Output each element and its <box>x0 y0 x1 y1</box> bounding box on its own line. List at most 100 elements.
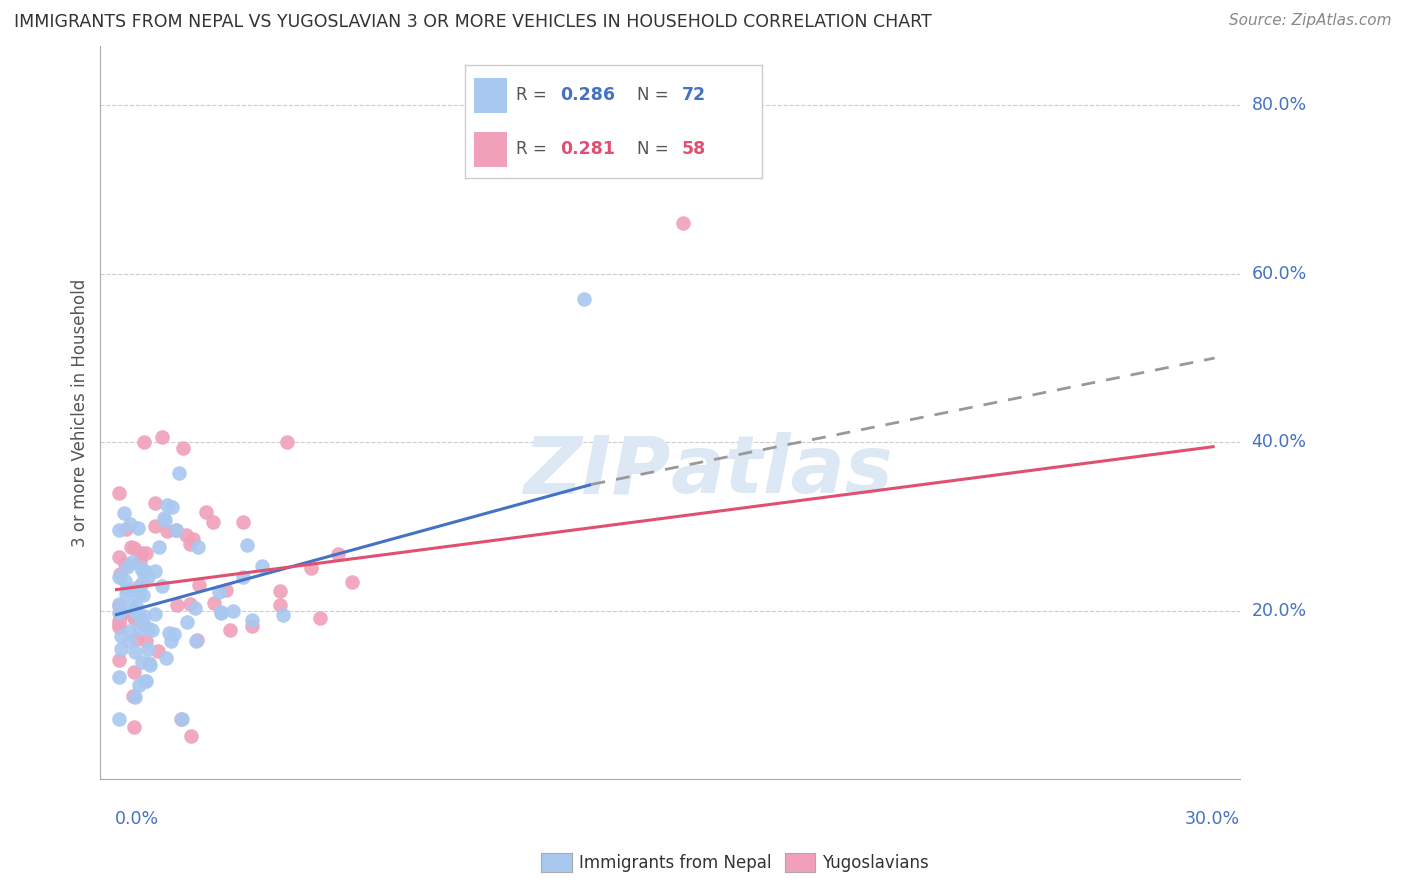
Point <box>107 485 129 500</box>
Point <box>240 619 263 633</box>
Point <box>326 547 349 561</box>
Point <box>179 537 201 551</box>
Point <box>121 555 143 569</box>
Point <box>301 561 323 575</box>
Point <box>180 730 202 744</box>
Point <box>184 633 207 648</box>
Point <box>114 557 136 571</box>
Point <box>108 567 131 582</box>
Text: 40.0%: 40.0% <box>1251 434 1306 451</box>
Point <box>136 641 159 656</box>
Point <box>122 665 145 680</box>
Point <box>124 690 146 705</box>
Point <box>572 292 595 306</box>
Point <box>232 515 254 529</box>
Point <box>201 515 224 529</box>
Point <box>271 608 294 623</box>
Point <box>108 616 131 631</box>
Point <box>124 607 146 622</box>
Point <box>152 511 174 525</box>
Point <box>129 546 152 560</box>
Point <box>218 623 240 637</box>
Point <box>148 540 170 554</box>
Point <box>120 598 142 612</box>
Point <box>107 597 129 611</box>
Point <box>135 674 157 689</box>
Point <box>138 656 160 670</box>
Point <box>184 600 207 615</box>
Point <box>122 689 145 703</box>
Point <box>112 506 135 520</box>
Point <box>165 524 187 538</box>
Point <box>135 546 157 560</box>
Point <box>166 598 188 612</box>
Point <box>156 524 179 539</box>
Point <box>107 652 129 666</box>
Point <box>276 435 298 450</box>
Point <box>107 620 129 634</box>
Point <box>108 609 131 624</box>
Point <box>156 498 179 512</box>
Point <box>135 633 157 648</box>
Point <box>132 617 155 632</box>
Point <box>155 651 177 665</box>
Point <box>107 523 129 537</box>
Point <box>131 575 153 590</box>
Point <box>128 678 150 692</box>
Point <box>110 642 132 657</box>
Point <box>107 614 129 628</box>
Point <box>120 540 142 554</box>
Point <box>165 523 187 537</box>
Point <box>342 574 364 589</box>
Point <box>139 657 162 672</box>
Text: Source: ZipAtlas.com: Source: ZipAtlas.com <box>1229 13 1392 29</box>
Point <box>124 645 146 659</box>
Point <box>128 587 150 601</box>
Point <box>132 608 155 623</box>
Point <box>150 579 173 593</box>
Y-axis label: 3 or more Vehicles in Household: 3 or more Vehicles in Household <box>72 278 89 547</box>
Point <box>136 621 159 635</box>
Point <box>252 559 274 574</box>
Point <box>209 607 232 621</box>
Point <box>269 583 291 598</box>
Point <box>122 541 145 555</box>
Point <box>122 583 145 598</box>
Point <box>125 632 148 646</box>
Point <box>170 712 193 726</box>
Point <box>115 582 138 596</box>
Point <box>150 429 173 443</box>
Point <box>240 613 263 627</box>
Point <box>194 505 217 519</box>
Point <box>115 560 138 574</box>
Point <box>131 656 153 670</box>
Point <box>145 564 167 578</box>
Point <box>111 606 134 620</box>
Point <box>160 634 183 648</box>
Point <box>214 583 236 598</box>
Text: 20.0%: 20.0% <box>1251 602 1306 620</box>
Point <box>132 565 155 579</box>
Point <box>118 624 141 638</box>
Point <box>134 434 156 449</box>
Point <box>208 584 231 599</box>
Point <box>107 570 129 584</box>
Point <box>122 720 145 734</box>
Point <box>153 513 176 527</box>
Point <box>179 597 201 611</box>
Point <box>124 606 146 620</box>
Point <box>127 580 149 594</box>
Point <box>129 610 152 624</box>
Point <box>143 607 166 622</box>
Point <box>127 521 149 535</box>
Point <box>107 713 129 727</box>
Point <box>136 570 159 584</box>
Point <box>157 626 180 640</box>
Point <box>118 634 141 648</box>
Text: 30.0%: 30.0% <box>1185 810 1240 828</box>
Point <box>107 669 129 683</box>
Point <box>176 615 198 629</box>
Text: ZIP: ZIP <box>523 433 671 510</box>
Point <box>209 606 232 620</box>
Point <box>131 561 153 575</box>
